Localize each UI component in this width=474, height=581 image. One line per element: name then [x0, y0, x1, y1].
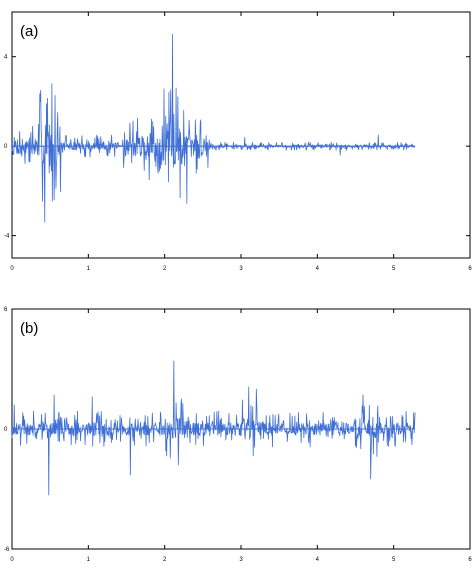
x-tick-label: 4: [316, 557, 320, 563]
x-tick-label: 5: [392, 557, 396, 563]
y-tick-label: 6: [4, 307, 8, 313]
signal-trace: [11, 360, 416, 496]
panel-b: 0 1 2 3 4 5 660-6(b): [4, 307, 472, 563]
panel-label: (b): [20, 320, 38, 337]
x-tick-label: 2: [163, 266, 167, 272]
x-tick-label: 0: [10, 266, 14, 272]
x-tick-label: 6: [468, 557, 472, 563]
x-tick-label: 1: [87, 266, 91, 272]
y-tick-label: 4: [4, 55, 8, 61]
x-tick-label: 1: [87, 557, 91, 563]
x-tick-label: 0: [10, 557, 14, 563]
plot-frame: [11, 11, 471, 259]
x-tick-label: 6: [468, 266, 472, 272]
y-tick-label: -4: [4, 234, 10, 240]
y-tick-label: 0: [4, 427, 8, 433]
x-tick-label: 2: [163, 557, 167, 563]
x-tick-label: 5: [392, 266, 396, 272]
x-tick-label: 4: [316, 266, 320, 272]
y-tick-label: 0: [4, 144, 8, 150]
y-tick-label: -6: [4, 547, 10, 553]
panel-label: (a): [20, 23, 38, 40]
x-tick-label: 3: [239, 266, 243, 272]
x-tick-label: 3: [239, 557, 243, 563]
signal-trace: [11, 33, 416, 223]
panel-a: 0 1 2 3 4 5 6 4 0 -4 (a): [4, 11, 472, 272]
